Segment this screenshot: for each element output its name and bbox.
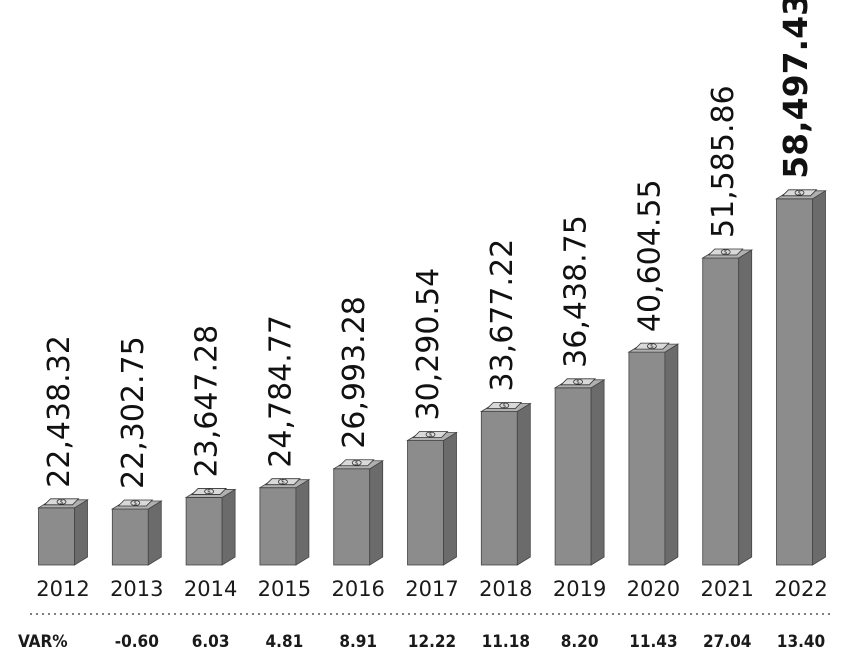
bar-front-face — [259, 487, 297, 566]
year-label-2012: 2012 — [36, 577, 89, 601]
bar-2022: $ — [775, 189, 827, 566]
bar-2017: $ — [406, 431, 458, 566]
bar-side-face — [369, 460, 384, 566]
var-value-2019: 8.20 — [561, 632, 599, 652]
dollar-bill-icon: $ — [117, 499, 154, 507]
svg-text:$: $ — [355, 460, 359, 467]
svg-text:$: $ — [429, 432, 433, 439]
bar-side-face — [295, 478, 310, 566]
bar-front-face — [407, 440, 444, 566]
bar-front-face — [38, 507, 75, 566]
bar-side-face — [664, 343, 679, 566]
var-value-2022: 13.40 — [777, 632, 825, 652]
bar-front-face — [111, 508, 149, 566]
bar-2016: $ — [332, 459, 385, 566]
bar-side-face — [147, 500, 162, 566]
year-label-2019: 2019 — [553, 577, 606, 601]
bar-side-face — [516, 402, 531, 566]
var-value-2020: 11.43 — [629, 632, 677, 652]
var-values-group: -0.60 6.03 4.81 8.91 12.22 11.18 8.20 11.43 27.0… — [115, 632, 825, 652]
svg-text:$: $ — [798, 190, 802, 197]
svg-text:$: $ — [724, 249, 728, 256]
bar-2021: $ — [701, 248, 754, 566]
dollar-bill-icon: $ — [560, 378, 597, 386]
bar-front-face — [480, 411, 518, 566]
var-value-2013: -0.60 — [115, 632, 159, 652]
svg-text:$: $ — [60, 499, 64, 506]
bar-side-face — [812, 190, 826, 566]
value-labels-group: 22,438.32 22,302.75 23,647.28 24,784.77 26,9… — [42, 0, 815, 489]
bars-group: $ $ $ $ $ $ $ $ $ $ $ — [37, 189, 827, 566]
var-value-2016: 8.91 — [339, 632, 377, 652]
year-label-2021: 2021 — [700, 577, 753, 601]
year-label-2020: 2020 — [627, 577, 680, 601]
var-value-2015: 4.81 — [266, 632, 304, 652]
bar-front-face — [185, 497, 223, 566]
value-label-2013: 22,302.75 — [116, 336, 151, 489]
dollar-bill-icon: $ — [412, 431, 449, 439]
dollar-bill-icon: $ — [707, 248, 744, 256]
svg-text:$: $ — [133, 500, 137, 507]
year-label-2013: 2013 — [110, 577, 163, 601]
value-label-2012: 22,438.32 — [42, 335, 77, 488]
var-label: VAR% — [18, 632, 68, 652]
bar-2014: $ — [184, 488, 237, 566]
year-label-2018: 2018 — [479, 577, 532, 601]
var-value-2021: 27.04 — [703, 632, 751, 652]
dollar-bill-icon: $ — [338, 459, 375, 467]
bar-front-face — [333, 468, 371, 566]
dollar-bill-icon: $ — [486, 402, 523, 409]
year-label-2017: 2017 — [405, 577, 458, 601]
value-label-2021: 51,585.86 — [706, 85, 741, 238]
dollar-bill-icon: $ — [781, 189, 818, 197]
bar-2020: $ — [627, 342, 680, 566]
var-value-2017: 12.22 — [408, 632, 456, 652]
bar-side-face — [443, 431, 457, 566]
dollar-bill-icon: $ — [191, 488, 228, 495]
value-label-2022: 58,497.43 — [776, 0, 815, 179]
bar-2015: $ — [258, 478, 311, 566]
bar-2013: $ — [110, 499, 163, 566]
year-label-2015: 2015 — [258, 577, 311, 601]
bar-2012: $ — [37, 498, 89, 566]
bar-2019: $ — [553, 378, 606, 566]
value-label-2020: 40,604.55 — [632, 179, 667, 332]
svg-text:$: $ — [281, 479, 285, 486]
year-label-2016: 2016 — [331, 577, 384, 601]
svg-text:$: $ — [502, 402, 506, 409]
dollar-bill-icon: $ — [43, 498, 80, 506]
svg-text:$: $ — [207, 488, 211, 495]
year-label-2014: 2014 — [184, 577, 237, 601]
bar-side-face — [590, 379, 605, 566]
year-label-2022: 2022 — [774, 577, 827, 601]
value-label-2016: 26,993.28 — [337, 296, 372, 449]
var-value-2018: 11.18 — [482, 632, 530, 652]
dollar-bill-icon: $ — [264, 478, 301, 486]
bar-front-face — [702, 257, 740, 566]
dollar-bill-icon: $ — [633, 342, 670, 350]
bar-front-face — [628, 351, 666, 566]
value-label-2019: 36,438.75 — [559, 215, 594, 368]
value-label-2015: 24,784.77 — [263, 315, 298, 468]
value-label-2018: 33,677.22 — [485, 239, 520, 392]
svg-text:$: $ — [576, 379, 580, 386]
value-label-2014: 23,647.28 — [190, 325, 225, 478]
year-labels-group: 2012 2013 2014 2015 2016 2017 2018 2019 2020 2021… — [36, 577, 827, 601]
bar-2018: $ — [479, 402, 532, 566]
value-label-2017: 30,290.54 — [411, 268, 446, 421]
bar-side-face — [738, 249, 753, 566]
svg-text:$: $ — [650, 343, 654, 350]
bar-side-face — [74, 499, 88, 566]
var-value-2014: 6.03 — [192, 632, 230, 652]
bar-front-face — [554, 387, 592, 566]
bar-side-face — [221, 488, 236, 566]
bar-front-face — [776, 198, 813, 566]
